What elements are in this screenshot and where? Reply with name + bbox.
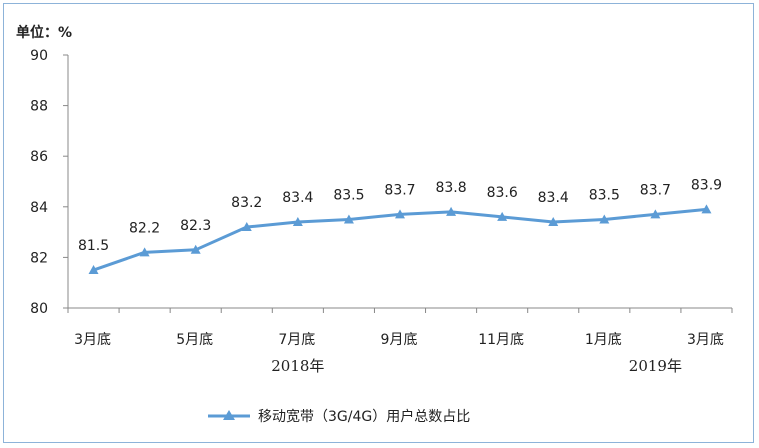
- x-tick-label: 9月底: [381, 332, 418, 348]
- data-label: 83.4: [538, 190, 569, 206]
- data-label: 83.7: [640, 182, 671, 198]
- x-tick-label: 3月底: [74, 332, 111, 348]
- data-label: 83.8: [435, 180, 466, 196]
- x-tick-label: 11月底: [478, 332, 524, 348]
- data-point-marker: [139, 247, 150, 257]
- y-tick-label: 84: [30, 200, 48, 216]
- data-label: 83.2: [231, 195, 262, 211]
- legend-marker: [223, 410, 235, 420]
- data-point-marker: [650, 209, 661, 219]
- data-point-marker: [241, 222, 252, 232]
- data-point-marker: [599, 214, 610, 224]
- data-point-marker: [395, 209, 405, 219]
- y-tick-label: 80: [30, 301, 48, 317]
- data-point-marker: [88, 265, 99, 275]
- y-tick-label: 90: [30, 48, 48, 64]
- x-tick-label: 1月底: [585, 332, 622, 348]
- data-point-marker: [701, 204, 712, 214]
- x-tick-label: 3月底: [687, 332, 724, 348]
- y-tick-label: 88: [30, 99, 48, 115]
- data-label: 83.6: [487, 185, 518, 201]
- data-labels: 81.5 82.2 82.3 83.2 83.4 83.5 83.7 83.8 83.6 83.4…: [78, 177, 722, 254]
- data-point-marker: [446, 206, 457, 216]
- y-ticks: 80 82 84 86 88 90: [30, 48, 68, 317]
- y-tick-label: 82: [30, 250, 48, 266]
- data-label: 83.9: [691, 177, 722, 193]
- data-point-marker: [190, 244, 201, 254]
- chart-frame: 单位：% 80 82 84 86 88 90 3月底 5月底 7月底 9月底 11月底 1月底 3月底…: [3, 3, 754, 443]
- legend: 移动宽带（3G/4G）用户总数占比: [208, 408, 470, 425]
- year-label: 2018年: [271, 357, 324, 375]
- unit-label: 单位：%: [16, 24, 72, 41]
- data-point-marker: [548, 216, 559, 226]
- data-label: 83.5: [589, 187, 620, 203]
- series-layer: [88, 204, 712, 275]
- data-label: 83.4: [282, 190, 313, 206]
- data-point-marker: [292, 216, 303, 226]
- x-tick-label: 5月底: [176, 332, 213, 348]
- year-label: 2019年: [629, 357, 682, 375]
- data-label: 83.5: [333, 187, 364, 203]
- data-label: 82.3: [180, 218, 211, 234]
- data-label: 82.2: [129, 220, 160, 236]
- data-point-marker: [497, 211, 508, 221]
- x-tick-label: 7月底: [278, 332, 315, 348]
- legend-label: 移动宽带（3G/4G）用户总数占比: [258, 408, 470, 425]
- axes: [67, 55, 732, 309]
- year-labels: 2018年 2019年: [271, 357, 682, 375]
- data-point-marker: [343, 214, 354, 224]
- x-ticks: 3月底 5月底 7月底 9月底 11月底 1月底 3月底: [67, 308, 733, 348]
- data-label: 83.7: [384, 182, 415, 198]
- y-tick-label: 86: [30, 149, 48, 165]
- data-label: 81.5: [78, 238, 109, 254]
